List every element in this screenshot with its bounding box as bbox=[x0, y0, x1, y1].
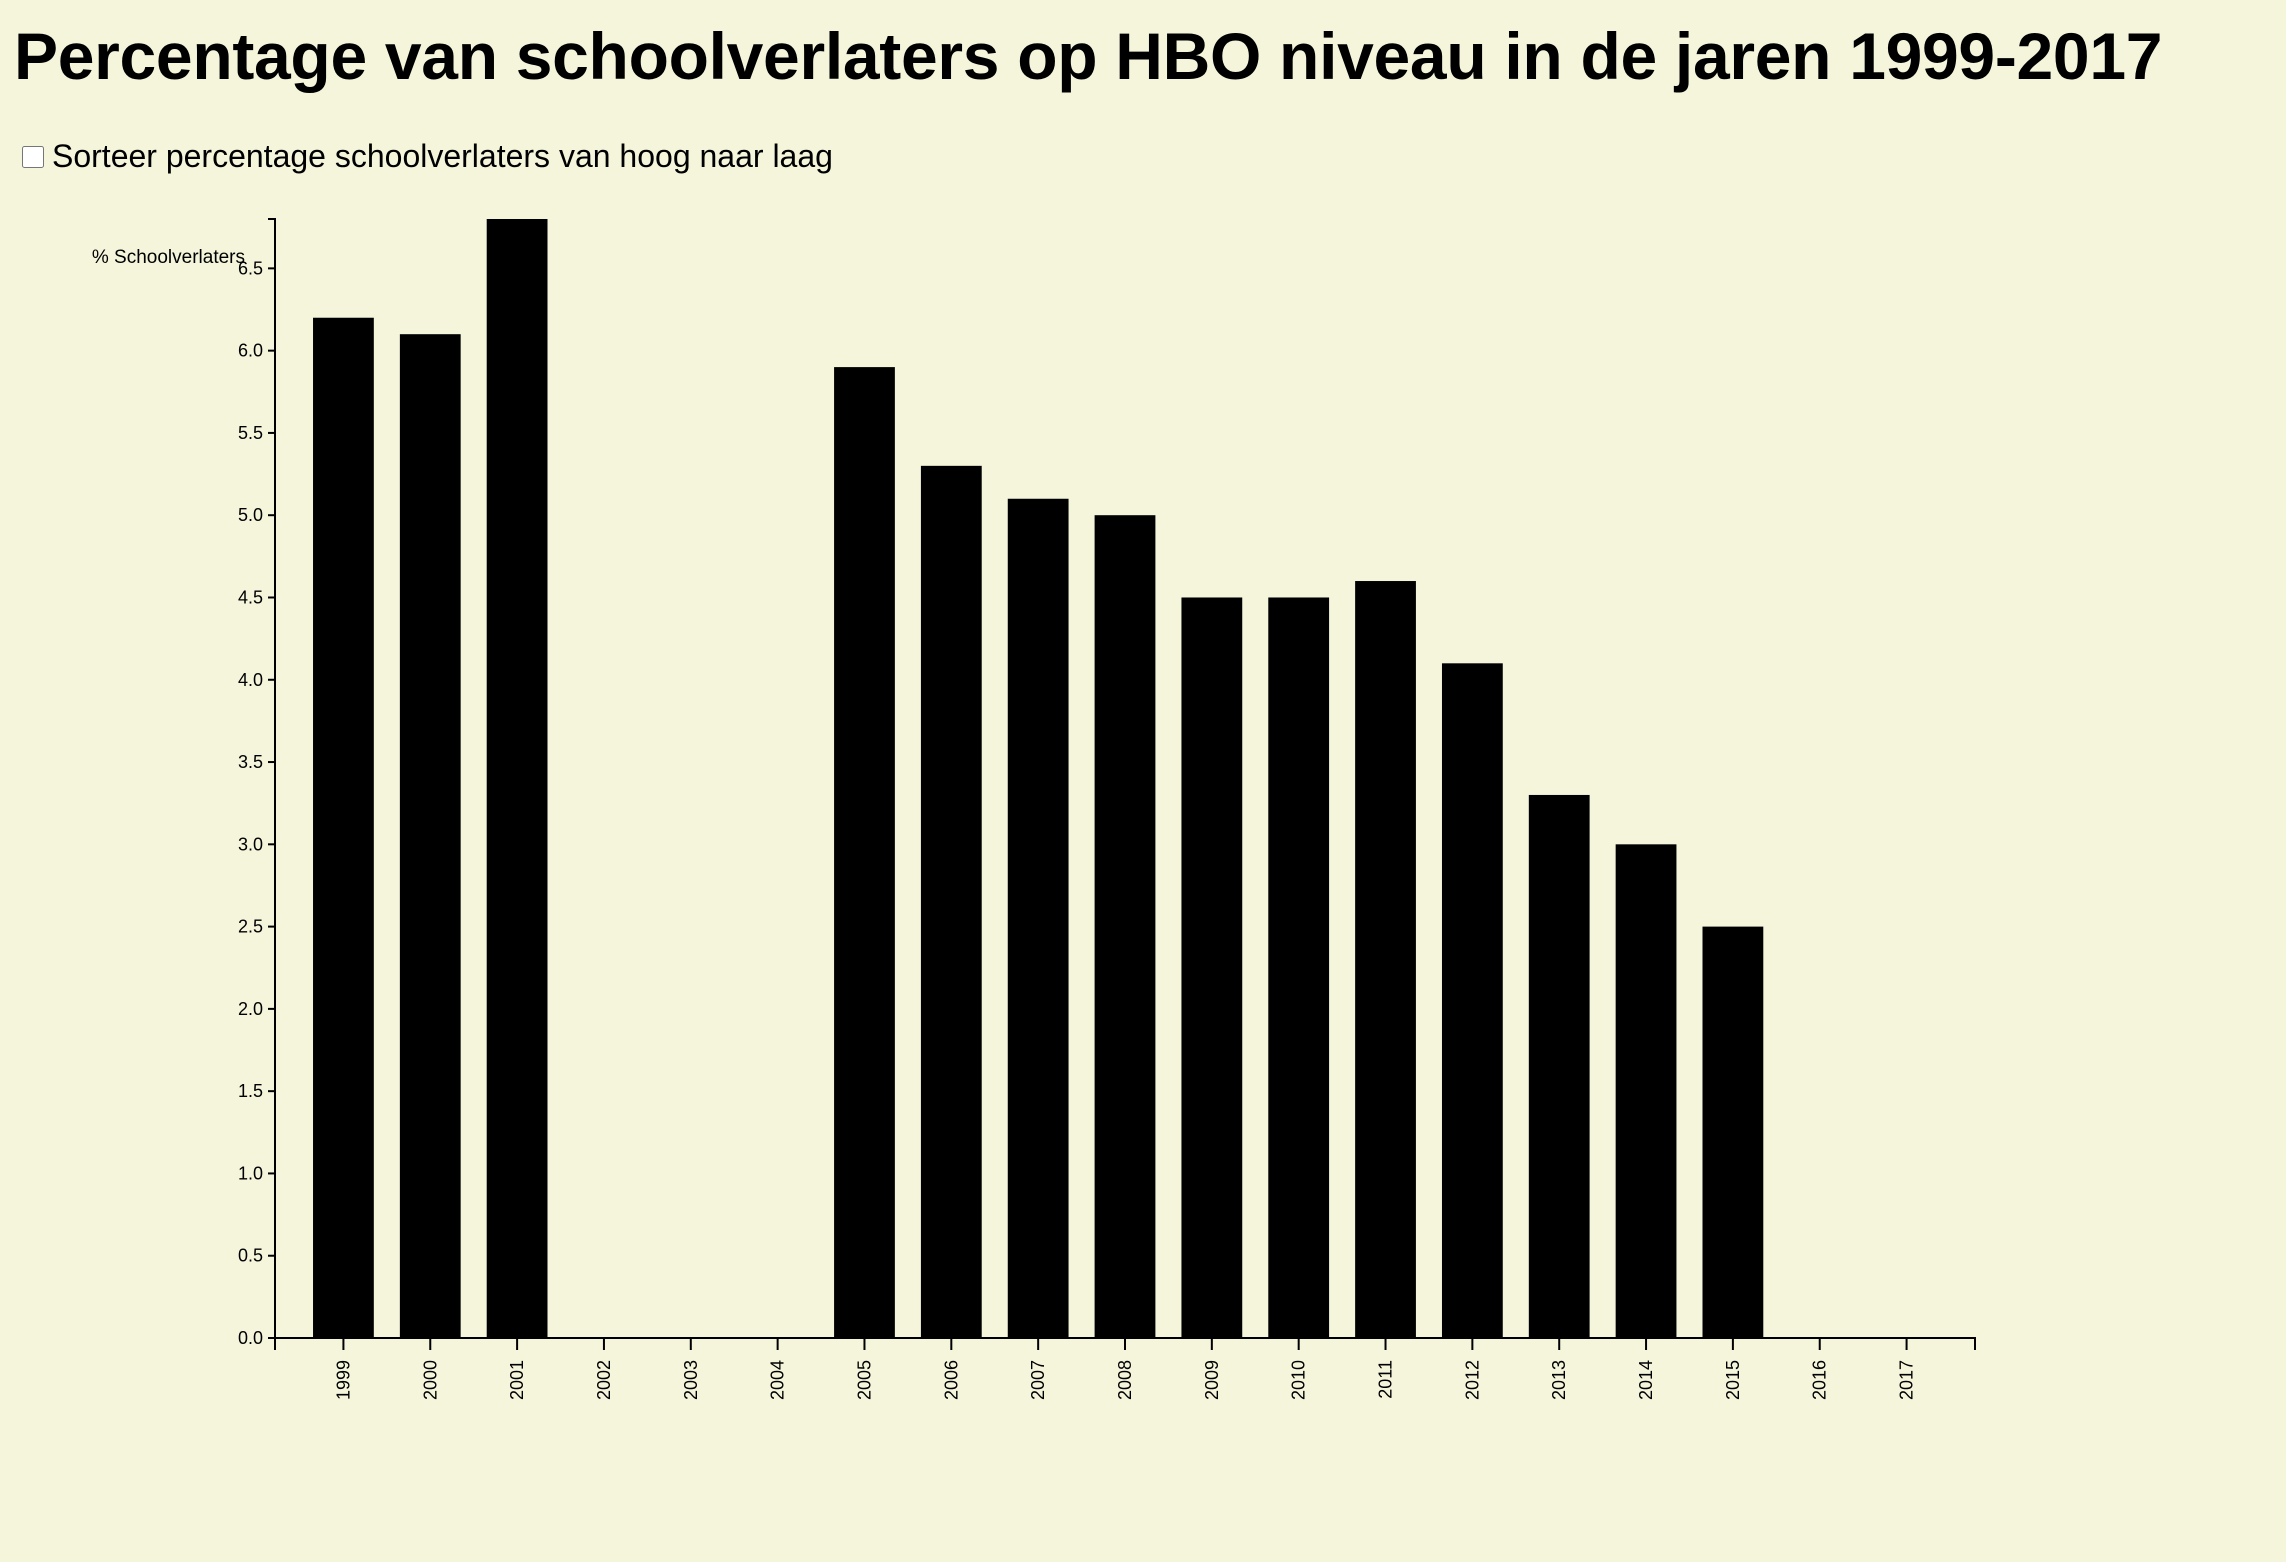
x-axis: 1999 2000 2001 2002 2003 2004 2005 2006 2007 2008… bbox=[274, 1337, 1976, 1400]
x-tick-label: 2008 bbox=[1115, 1360, 1135, 1400]
x-tick-label: 1999 bbox=[333, 1360, 353, 1400]
x-tick-label: 2011 bbox=[1376, 1360, 1396, 1399]
y-tick-label: 2.5 bbox=[238, 917, 263, 937]
bar-2013 bbox=[1528, 794, 1590, 1338]
y-tick-label: 1.0 bbox=[238, 1163, 263, 1183]
bars bbox=[313, 219, 1764, 1339]
x-tick-label: 2010 bbox=[1289, 1360, 1309, 1400]
x-tick-label: 2014 bbox=[1636, 1360, 1656, 1400]
x-tick-label: 2000 bbox=[420, 1360, 440, 1400]
bar-2005 bbox=[834, 367, 895, 1339]
bar-1999 bbox=[313, 317, 374, 1338]
bar-2014 bbox=[1615, 844, 1677, 1338]
bar-2007 bbox=[1007, 498, 1069, 1338]
y-axis-line bbox=[268, 218, 276, 1339]
x-tick-label: 2005 bbox=[854, 1360, 874, 1400]
y-tick-label: 0.5 bbox=[238, 1246, 263, 1266]
y-tick-label: 2.0 bbox=[238, 999, 263, 1019]
y-tick-label: 5.0 bbox=[238, 505, 263, 525]
y-tick-label: 6.5 bbox=[238, 258, 263, 278]
bar-2012 bbox=[1441, 663, 1503, 1338]
y-tick-label: 4.5 bbox=[238, 587, 263, 607]
sort-checkbox[interactable] bbox=[22, 145, 44, 168]
x-tick-label: 2001 bbox=[507, 1360, 527, 1400]
sort-option[interactable]: Sorteer percentage schoolverlaters van h… bbox=[22, 138, 833, 175]
y-tick-label: 3.5 bbox=[238, 752, 263, 772]
page-title: Percentage van schoolverlaters op HBO ni… bbox=[14, 19, 2163, 93]
bar-2010 bbox=[1268, 597, 1330, 1338]
bar-2001 bbox=[486, 219, 548, 1338]
bar-2008 bbox=[1094, 515, 1156, 1338]
x-tick-label: 2017 bbox=[1897, 1360, 1917, 1400]
x-tick-label: 2003 bbox=[681, 1360, 701, 1400]
x-tick-label: 2004 bbox=[768, 1360, 788, 1400]
y-tick-label: 3.0 bbox=[238, 834, 263, 854]
x-tick-label: 2009 bbox=[1202, 1360, 1222, 1400]
x-tick-label: 2002 bbox=[594, 1360, 614, 1400]
x-tick-label: 2016 bbox=[1810, 1360, 1830, 1400]
bar-2015 bbox=[1702, 926, 1764, 1338]
sort-label: Sorteer percentage schoolverlaters van h… bbox=[52, 138, 833, 174]
x-tick-label: 2007 bbox=[1028, 1360, 1048, 1400]
bar-2009 bbox=[1181, 597, 1243, 1338]
y-tick-label: 5.5 bbox=[238, 423, 263, 443]
y-tick-label: 4.0 bbox=[238, 670, 263, 690]
y-axis: 0.0 0.5 1.0 1.5 2.0 2.5 3.0 3.5 4.0 4.5 5.0 5.5 6.0 6… bbox=[238, 218, 276, 1348]
y-axis-title: % Schoolverlaters bbox=[92, 247, 245, 268]
y-tick-label: 1.5 bbox=[238, 1081, 263, 1101]
y-tick-label: 6.0 bbox=[238, 341, 263, 361]
x-tick-label: 2006 bbox=[941, 1360, 961, 1400]
bar-2006 bbox=[920, 465, 982, 1338]
bar-2000 bbox=[399, 334, 461, 1338]
x-tick-label: 2012 bbox=[1462, 1360, 1482, 1400]
x-tick-label: 2013 bbox=[1549, 1360, 1569, 1400]
x-tick-label: 2015 bbox=[1723, 1360, 1743, 1400]
bar-2011 bbox=[1355, 581, 1416, 1338]
y-tick-label: 0.0 bbox=[238, 1328, 263, 1348]
